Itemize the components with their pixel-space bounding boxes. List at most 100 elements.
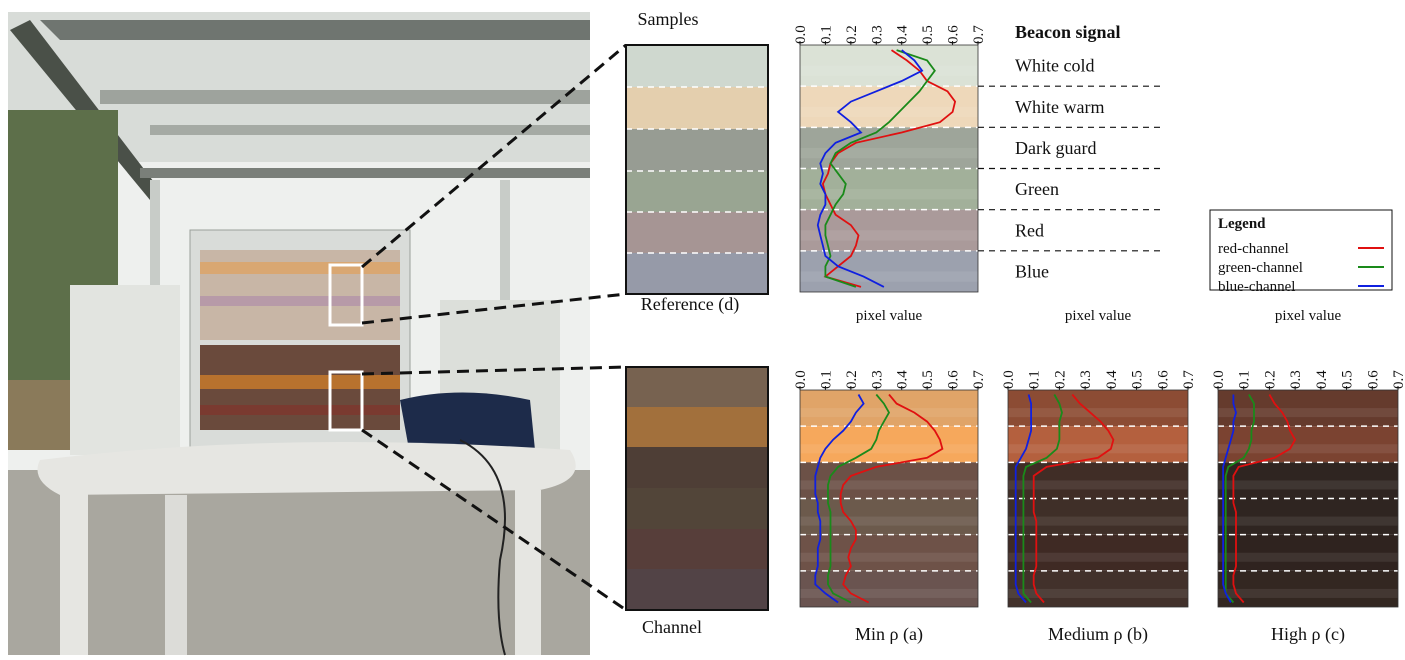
band-stripe	[800, 65, 978, 76]
sample-channel	[625, 366, 769, 611]
band-label: Dark guard	[1015, 138, 1096, 158]
x-tick-label: 0.7	[1181, 370, 1197, 389]
band	[800, 390, 978, 427]
band-stripe	[800, 271, 978, 282]
band-stripe	[800, 189, 978, 200]
x-tick-label: 0.3	[869, 25, 885, 44]
series-line	[821, 49, 957, 288]
x-tick-label: 0.6	[1155, 370, 1171, 389]
zoom-lines	[361, 43, 627, 612]
x-tick-label: 0.6	[946, 370, 962, 389]
x-tick-label: 0.5	[920, 25, 936, 44]
band-stripe	[800, 106, 978, 118]
band	[1218, 570, 1398, 607]
band-stripe	[1008, 480, 1188, 490]
band-stripe	[1008, 444, 1188, 454]
x-tick-label: 0.5	[920, 370, 936, 389]
x-tick-label: 0.4	[1314, 370, 1330, 389]
x-tick-label: 0.2	[844, 370, 860, 389]
x-tick-label: 0.5	[1130, 370, 1146, 389]
series-line	[839, 393, 944, 604]
band-stripe	[1218, 408, 1398, 418]
band-stripe	[800, 516, 978, 526]
band	[1008, 498, 1188, 535]
band	[1218, 534, 1398, 571]
x-tick-label: 0.7	[971, 370, 987, 389]
series-line	[1022, 394, 1063, 604]
x-tick-label: 0.5	[1340, 370, 1356, 389]
plot-frame	[799, 389, 979, 608]
band	[1218, 390, 1398, 427]
band-stripe	[1218, 444, 1398, 454]
x-axis-title: pixel value	[1275, 308, 1342, 324]
samples-label: Samples	[638, 9, 699, 29]
band-label: White cold	[1015, 56, 1094, 76]
band-stripe	[800, 588, 978, 598]
x-tick-label: 0.1	[1237, 370, 1253, 389]
x-tick-label: 0.4	[1104, 370, 1120, 389]
band	[1008, 462, 1188, 499]
x-tick-label: 0.2	[1262, 370, 1278, 389]
band-stripe	[800, 147, 978, 159]
band	[800, 570, 978, 607]
x-tick-label: 0.6	[946, 25, 962, 44]
band	[1008, 534, 1188, 571]
x-tick-label: 0.0	[1001, 370, 1017, 389]
band-stripe	[1008, 408, 1188, 418]
series-line	[1224, 394, 1255, 604]
series-line	[1222, 394, 1237, 603]
plot-frame	[1007, 389, 1189, 608]
charts: 0.0 0.1 0.2 0.3 0.4 0.5 0.6 0.7 Beacon signal Whi…	[793, 22, 1405, 645]
series-line	[816, 49, 924, 288]
x-tick-label: 0.4	[895, 370, 911, 389]
series-line	[827, 393, 891, 604]
legend-label: green-channel	[1218, 260, 1303, 276]
chart-caption: High ρ (c)	[1271, 624, 1345, 645]
x-tick-label: 0.0	[1211, 370, 1227, 389]
x-tick-label: 0.7	[971, 25, 987, 44]
channel-label: Channel	[642, 617, 702, 637]
band	[1008, 426, 1188, 463]
x-tick-label: 0.3	[1078, 370, 1094, 389]
band	[1218, 462, 1398, 499]
band-stripe	[800, 480, 978, 490]
x-tick-label: 0.2	[1052, 370, 1068, 389]
band-label: Blue	[1015, 261, 1049, 281]
band-stripe	[1008, 552, 1188, 562]
x-tick-label: 0.1	[1027, 370, 1043, 389]
series-line	[1032, 393, 1115, 604]
legend-label: blue-channel	[1218, 279, 1295, 295]
plot-frame	[1217, 389, 1399, 608]
legend-label: red-channel	[1218, 241, 1289, 257]
x-tick-label: 0.3	[869, 370, 885, 389]
band-label: Red	[1015, 220, 1044, 240]
band-stripe	[1008, 516, 1188, 526]
x-tick-label: 0.4	[895, 25, 911, 44]
series-line	[824, 49, 936, 288]
series-line	[1232, 394, 1297, 604]
band-stripe	[800, 444, 978, 454]
x-axis-title: pixel value	[1065, 308, 1132, 324]
sample-reference	[625, 44, 769, 295]
band	[800, 45, 978, 87]
x-tick-label: 0.0	[793, 370, 809, 389]
photo	[8, 12, 590, 656]
band-stripe	[1008, 588, 1188, 598]
x-tick-label: 0.1	[818, 25, 834, 44]
x-axis-title: pixel value	[856, 308, 923, 324]
x-tick-label: 0.0	[793, 25, 809, 44]
x-tick-label: 0.7	[1391, 370, 1405, 389]
x-tick-label: 0.2	[844, 25, 860, 44]
band-stripe	[1218, 552, 1398, 562]
band-stripe	[800, 552, 978, 562]
chart-caption: Medium ρ (b)	[1048, 624, 1148, 645]
x-tick-label: 0.1	[818, 370, 834, 389]
series-line	[814, 394, 865, 604]
x-tick-label: 0.6	[1365, 370, 1381, 389]
chart-caption: Min ρ (a)	[855, 624, 923, 645]
band-stripe	[1218, 480, 1398, 490]
band	[1008, 390, 1188, 427]
band-stripe	[1218, 588, 1398, 598]
band	[1008, 570, 1188, 607]
